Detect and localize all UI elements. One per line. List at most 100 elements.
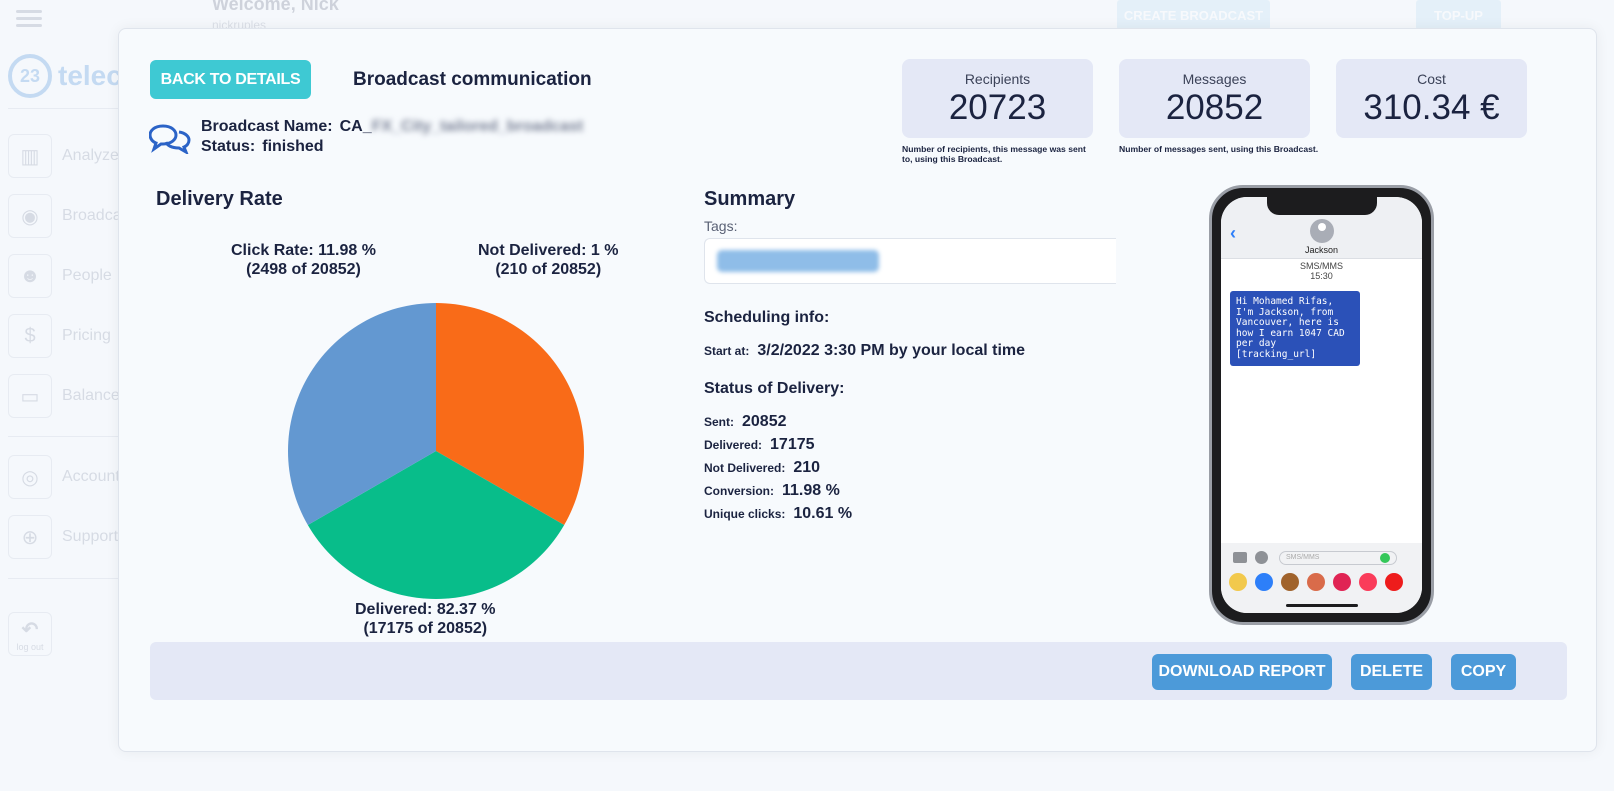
start-at-value: 3/2/2022 3:30 PM by your local time [757,342,1026,359]
footer-actions: DOWNLOAD REPORT DELETE COPY [150,642,1567,700]
click-rate-percent: Click Rate: 11.98 % [231,242,376,259]
conversion-label: Conversion: [704,484,775,498]
delivered-value: 17175 [770,436,815,453]
sent-label: Sent: [704,415,734,429]
pie-slice-click-rate[interactable] [288,303,436,525]
send-icon [1380,553,1390,563]
stat-label: Recipients [964,71,1031,87]
sidebar-item-label: People [62,267,112,284]
music-app-icon [1359,573,1377,591]
stat-value: 310.34 € [1363,88,1500,127]
sidebar-item-label: Analyze [62,147,119,164]
broadcast-name-label: Broadcast Name: [201,118,333,135]
delivered-percent: Delivered: 82.37 % [355,601,496,618]
sidebar-divider [8,578,128,579]
sidebar-item-people: ☻ People [8,254,112,298]
logout-button: ↶ log out [8,612,52,656]
not-delivered-row: Not Delivered: 210 [704,459,820,477]
sms-time: 15:30 [1310,271,1333,281]
stat-value: 20723 [948,88,1047,127]
sidebar-item-balance: ▭ Balance [8,374,120,418]
click-rate-count: (2498 of 20852) [246,261,361,278]
conversion-value: 11.98 % [782,482,840,499]
chat-bubbles-icon [149,124,191,154]
broadcast-name-blurred: FX_City_tailored_broadcast [371,118,584,135]
heart-app-icon [1333,573,1351,591]
animoji-icon [1307,573,1325,591]
stat-value: 20852 [1165,88,1264,127]
back-to-details-button[interactable]: BACK TO DETAILS [150,60,311,99]
sidebar-item-label: Balance [62,387,120,404]
delivery-rate-title: Delivery Rate [156,188,283,210]
not-delivered-value: 210 [793,459,821,476]
message-bubble: Hi Mohamed Rifas, I'm Jackson, from Vanc… [1230,291,1360,366]
logout-label: log out [16,642,44,652]
summary-title: Summary [704,188,796,210]
tags-field[interactable] [704,238,1116,284]
hamburger-menu-icon [16,6,42,31]
sidebar-item-broadcast: ◉ Broadcast [8,194,134,238]
copy-button[interactable]: COPY [1451,654,1516,690]
sidebar-item-label: Pricing [62,327,111,344]
messages-note: Number of messages sent, using this Broa… [1119,144,1319,154]
sms-input-placeholder: SMS/MMS [1286,554,1320,561]
broadcast-name-value: CA_FX_City_tailored_broadcast [339,118,584,135]
youtube-app-icon [1385,573,1403,591]
delivered-count: (17175 of 20852) [363,620,488,637]
sidebar-item-label: Support [62,528,119,545]
pie-svg [288,303,584,599]
messages-card: Messages 20852 [1119,59,1310,138]
sms-meta: SMS/MMS 15:30 [1221,261,1422,281]
sidebar-item-analyze: ▥ Analyze [8,134,119,178]
tag-chip[interactable] [717,250,879,272]
delivery-pie-chart [284,299,588,603]
conversion-row: Conversion: 11.98 % [704,482,840,500]
tags-label: Tags: [704,218,738,234]
delete-button[interactable]: DELETE [1351,654,1432,690]
delivered-label: Delivered: [704,438,763,452]
status-of-delivery-title: Status of Delivery: [704,380,845,397]
status-label: Status: [201,138,256,155]
recipients-card: Recipients 20723 [902,59,1093,138]
support-icon: ⊕ [8,515,52,559]
download-report-button[interactable]: DOWNLOAD REPORT [1152,654,1332,690]
memoji-icon [1281,573,1299,591]
contact-avatar [1309,219,1334,243]
stat-label: Messages [1182,71,1247,87]
delivered-label: Delivered: 82.37 % (17175 of 20852) [355,600,496,638]
stat-label: Cost [1417,71,1446,87]
sidebar-item-pricing: $ Pricing [8,314,111,358]
click-rate-label: Click Rate: 11.98 % (2498 of 20852) [231,241,376,279]
unique-clicks-value: 10.61 % [793,505,853,522]
camera-icon [1233,552,1247,563]
create-broadcast-button: CREATE BROADCAST [1117,0,1270,30]
pie-slice-not-delivered[interactable] [436,303,584,525]
broadcast-detail-modal: BACK TO DETAILS Broadcast communication … [118,28,1597,752]
account-icon: ◎ [8,455,52,499]
not-delivered-percent: Not Delivered: 1 % [478,242,619,259]
appstore-icon [1255,551,1268,564]
phone-preview: ‹ Jackson SMS/MMS 15:30 Hi Mohamed Rifas… [1209,185,1434,625]
start-at-label: Start at: [704,344,750,358]
home-indicator [1285,604,1358,607]
broadcast-icon: ◉ [8,194,52,238]
sidebar-divider [8,108,128,109]
sidebar-item-account: ◎ Account [8,455,120,499]
start-at-row: Start at: 3/2/2022 3:30 PM by your local… [704,342,1025,360]
unique-clicks-row: Unique clicks: 10.61 % [704,505,852,523]
chevron-left-icon: ‹ [1230,223,1236,243]
chart-icon: ▥ [8,134,52,178]
logo-mark: 23 [8,54,52,98]
recipients-note: Number of recipients, this message was s… [902,144,1086,164]
people-icon: ☻ [8,254,52,298]
contact-name: Jackson [1304,245,1339,255]
logout-icon: ↶ [21,619,39,641]
sidebar-item-label: Account [62,468,120,485]
phone-screen: ‹ Jackson SMS/MMS 15:30 Hi Mohamed Rifas… [1221,197,1422,613]
appstore-app-icon [1255,573,1273,591]
sent-row: Sent: 20852 [704,413,787,431]
not-delivered-count: (210 of 20852) [495,261,602,278]
not-delivered-label: Not Delivered: 1 % (210 of 20852) [478,241,618,279]
scheduling-title: Scheduling info: [704,309,830,326]
topup-button: TOP-UP [1416,0,1501,30]
